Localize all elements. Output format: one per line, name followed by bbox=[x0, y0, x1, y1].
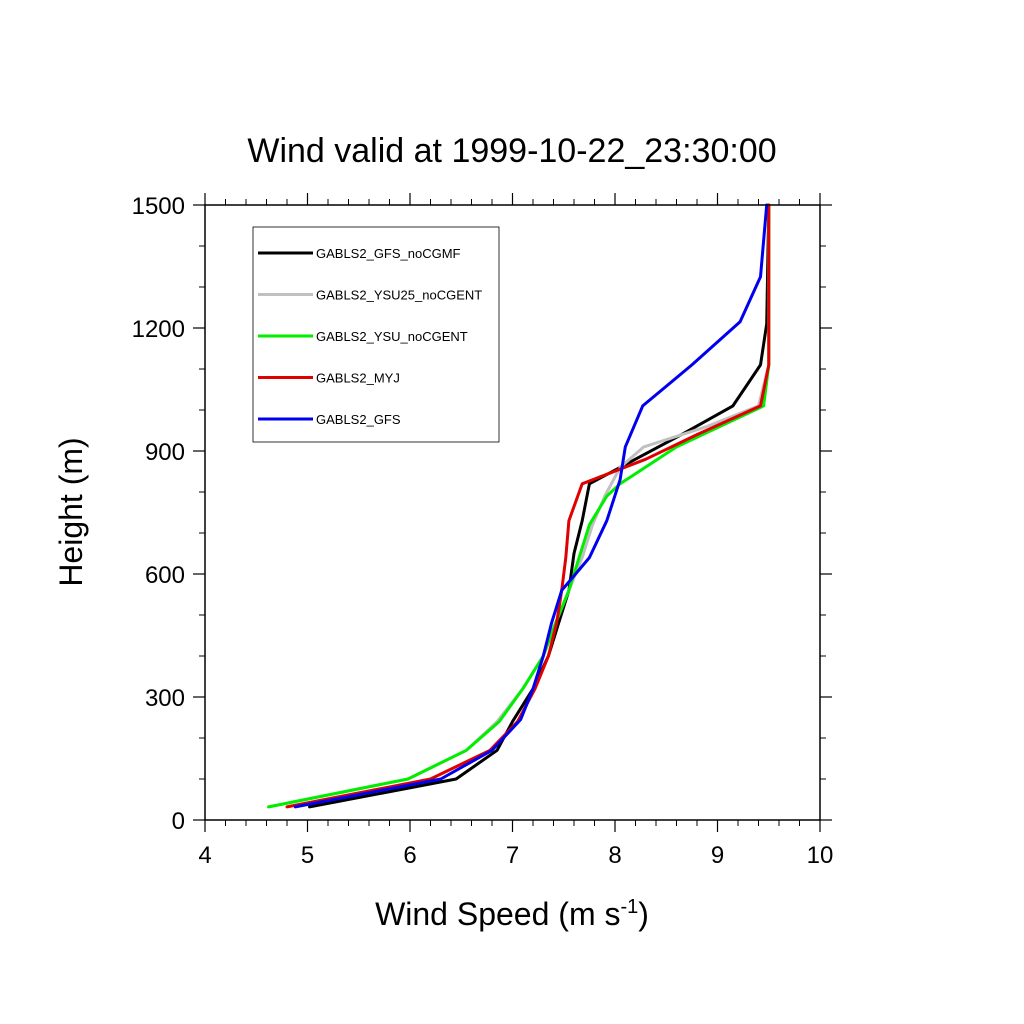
x-tick-label: 8 bbox=[608, 842, 621, 869]
x-tick-label: 10 bbox=[807, 842, 834, 869]
plot-frame bbox=[204, 204, 821, 821]
x-axis-label: Wind Speed (m s-1) bbox=[375, 896, 649, 932]
x-tick-label: 6 bbox=[403, 842, 416, 869]
legend-label: GABLS2_YSU25_noCGENT bbox=[316, 288, 482, 303]
y-tick-label: 900 bbox=[145, 439, 185, 466]
y-tick-label: 1200 bbox=[132, 316, 185, 343]
x-axis-label-exponent: -1 bbox=[620, 896, 638, 918]
y-tick-label: 1500 bbox=[132, 193, 185, 220]
series-layer bbox=[267, 203, 771, 809]
legend-label: GABLS2_YSU_noCGENT bbox=[316, 329, 468, 344]
x-axis-label-end: ) bbox=[638, 896, 649, 932]
x-axis-label-main: Wind Speed (m s bbox=[375, 896, 620, 932]
x-tick-label: 5 bbox=[301, 842, 314, 869]
x-tick-label: 7 bbox=[506, 842, 519, 869]
x-tick-label: 4 bbox=[198, 842, 211, 869]
chart-title: Wind valid at 1999-10-22_23:30:00 bbox=[247, 132, 776, 170]
legend-label: GABLS2_GFS bbox=[316, 412, 401, 427]
y-axis-label: Height (m) bbox=[53, 437, 89, 586]
y-tick-label: 600 bbox=[145, 562, 185, 589]
legend-label: GABLS2_MYJ bbox=[316, 371, 400, 386]
series-line-gabls2-gfs bbox=[293, 203, 769, 809]
y-tick-label: 0 bbox=[172, 808, 185, 835]
axes-layer: 4 5 6 7 8 9 10 0 300 600 900 1200 1500 bbox=[132, 193, 834, 869]
y-tick-label: 300 bbox=[145, 685, 185, 712]
legend: GABLS2_GFS_noCGMF GABLS2_YSU25_noCGENT GAB… bbox=[252, 226, 500, 443]
legend-label: GABLS2_GFS_noCGMF bbox=[316, 246, 461, 261]
x-tick-label: 9 bbox=[711, 842, 724, 869]
